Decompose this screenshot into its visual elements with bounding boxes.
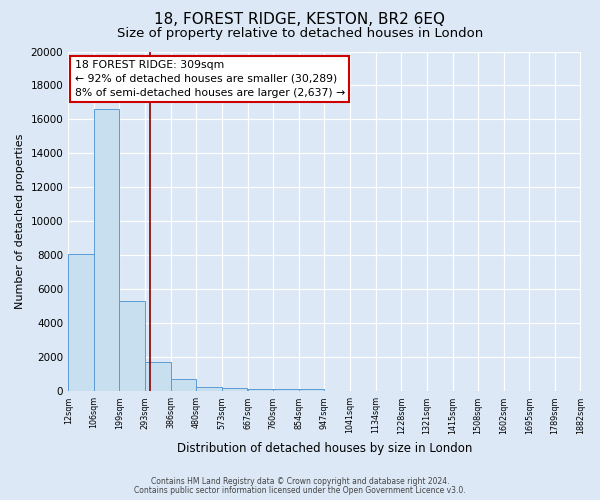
Bar	[273, 390, 299, 392]
Text: 18 FOREST RIDGE: 309sqm
← 92% of detached houses are smaller (30,289)
8% of semi: 18 FOREST RIDGE: 309sqm ← 92% of detache…	[75, 60, 345, 98]
Bar	[119, 302, 145, 392]
X-axis label: Distribution of detached houses by size in London: Distribution of detached houses by size …	[176, 442, 472, 455]
Y-axis label: Number of detached properties: Number of detached properties	[15, 134, 25, 309]
Text: Size of property relative to detached houses in London: Size of property relative to detached ho…	[117, 28, 483, 40]
Bar	[94, 110, 119, 392]
Text: Contains public sector information licensed under the Open Government Licence v3: Contains public sector information licen…	[134, 486, 466, 495]
Text: 18, FOREST RIDGE, KESTON, BR2 6EQ: 18, FOREST RIDGE, KESTON, BR2 6EQ	[155, 12, 445, 28]
Bar	[68, 254, 94, 392]
Bar	[196, 386, 222, 392]
Bar	[145, 362, 170, 392]
Text: Contains HM Land Registry data © Crown copyright and database right 2024.: Contains HM Land Registry data © Crown c…	[151, 477, 449, 486]
Bar	[170, 378, 196, 392]
Bar	[222, 388, 247, 392]
Bar	[248, 389, 273, 392]
Bar	[299, 389, 325, 392]
